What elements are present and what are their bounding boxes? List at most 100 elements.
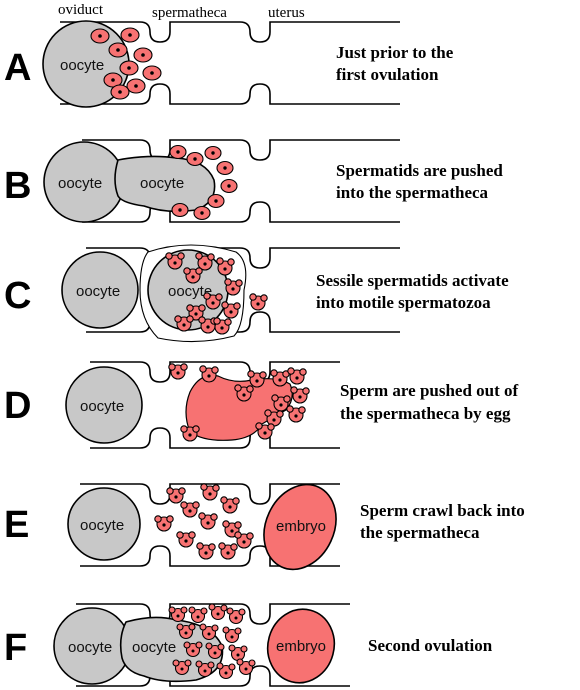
ejected-sperm-mass bbox=[185, 374, 293, 441]
spermatozoon bbox=[220, 496, 240, 514]
spermatid bbox=[90, 28, 110, 44]
spermatozoon bbox=[154, 515, 174, 532]
spermatozoon bbox=[236, 658, 256, 676]
spermatozoon bbox=[180, 425, 200, 442]
panel-d: D oocyte Sperm are pushed out of the spe… bbox=[4, 361, 519, 449]
spermatozoon bbox=[218, 542, 238, 560]
embryo-label: embryo bbox=[276, 638, 326, 655]
spermatozoon bbox=[234, 384, 254, 402]
second-oocyte-label: oocyte bbox=[168, 283, 212, 300]
caption-line-2: first ovulation bbox=[336, 65, 439, 84]
panel-letter: C bbox=[4, 275, 31, 317]
spermatozoon bbox=[234, 531, 254, 549]
embryo bbox=[263, 483, 337, 571]
spermatozoon bbox=[196, 542, 216, 560]
panel-a: A oocyte Just prior to the first ovulati… bbox=[4, 20, 454, 108]
spermatozoon bbox=[174, 315, 194, 332]
spermatozoon bbox=[199, 623, 219, 641]
spermatid bbox=[108, 42, 128, 58]
spermatozoa-cluster bbox=[165, 252, 268, 335]
oocyte-label: oocyte bbox=[60, 57, 104, 74]
oocyte-label: oocyte bbox=[76, 283, 120, 300]
oocyte-label: oocyte bbox=[80, 398, 124, 415]
spermatozoon bbox=[180, 501, 200, 518]
spermatid-cluster bbox=[90, 27, 162, 100]
spermatozoon bbox=[264, 409, 284, 427]
oocyte-label: oocyte bbox=[80, 517, 124, 534]
second-oocyte-label: oocyte bbox=[140, 175, 184, 192]
spermatozoon bbox=[183, 641, 203, 658]
caption-line-2: the spermatheca by egg bbox=[340, 404, 511, 423]
spermatozoon bbox=[166, 487, 186, 504]
spermatid bbox=[120, 27, 140, 43]
spermatozoon bbox=[216, 257, 235, 276]
spermatozoon bbox=[203, 292, 223, 310]
reproductive-tract bbox=[60, 21, 400, 105]
spermatozoon bbox=[224, 278, 243, 296]
spermatozoon bbox=[216, 662, 236, 680]
spermatid bbox=[207, 193, 225, 209]
spermatid bbox=[110, 84, 130, 100]
spermatid bbox=[186, 151, 204, 167]
panel-letter: F bbox=[4, 627, 27, 669]
panel-letter: E bbox=[4, 504, 29, 546]
spermatozoon bbox=[290, 386, 310, 404]
spermatozoon bbox=[221, 301, 241, 319]
reproductive-tract bbox=[82, 139, 400, 223]
caption-line-2: the spermatheca bbox=[360, 523, 480, 542]
header-uterus: uterus bbox=[268, 5, 305, 21]
spermatid bbox=[193, 205, 211, 221]
spermatozoa-cluster bbox=[168, 603, 256, 680]
spermatozoa-cluster bbox=[154, 483, 254, 560]
panel-letter: B bbox=[4, 165, 31, 207]
spermatozoon bbox=[183, 267, 203, 284]
caption-line-2: into the spermatheca bbox=[336, 183, 489, 202]
second-oocyte-label: oocyte bbox=[132, 639, 176, 656]
spermatozoon bbox=[205, 642, 225, 660]
spermatozoon bbox=[165, 252, 185, 270]
oocyte bbox=[61, 251, 139, 329]
embryo-label: embryo bbox=[276, 518, 326, 535]
spermatid bbox=[126, 78, 146, 94]
spermatid bbox=[119, 60, 139, 76]
spermatid-cluster bbox=[169, 144, 238, 221]
panel-e: E oocyte embryo Sperm crawl back into th… bbox=[4, 483, 525, 571]
spermatid bbox=[220, 178, 238, 194]
spermatozoon bbox=[228, 644, 248, 662]
caption-line-1: Just prior to the bbox=[336, 43, 454, 62]
spermatozoon bbox=[222, 626, 242, 644]
spermatozoon bbox=[247, 370, 267, 388]
panel-letter: A bbox=[4, 47, 31, 89]
spermatozoon bbox=[172, 659, 192, 676]
spermatozoon bbox=[176, 623, 196, 640]
embryo bbox=[266, 608, 336, 684]
spermatozoon bbox=[255, 422, 275, 440]
spermatozoon bbox=[195, 660, 215, 678]
caption-line-1: Spermatids are pushed bbox=[336, 161, 503, 180]
spermatozoon bbox=[195, 252, 215, 271]
spermatozoa-cluster bbox=[168, 363, 310, 442]
caption-line-1: Sessile spermatids activate bbox=[316, 271, 509, 290]
spermatid bbox=[204, 145, 222, 161]
panel-f: F oocyte oocyte embryo Second ovulation bbox=[4, 603, 493, 687]
oocyte bbox=[65, 366, 143, 444]
caption-line-1: Sperm are pushed out of bbox=[340, 381, 519, 400]
header-spermatheca: spermatheca bbox=[152, 5, 227, 21]
spermatozoon bbox=[176, 531, 196, 548]
spermatozoon bbox=[249, 293, 268, 311]
spermatid bbox=[171, 202, 189, 218]
spermatozoon bbox=[199, 365, 219, 383]
spermatid bbox=[133, 47, 153, 63]
spermatozoon bbox=[213, 317, 232, 335]
spermatozoon bbox=[208, 603, 228, 621]
oocyte-label: oocyte bbox=[68, 639, 112, 656]
panel-letter: D bbox=[4, 385, 31, 427]
spermatozoon bbox=[226, 607, 246, 625]
spermatozoon bbox=[287, 367, 307, 385]
header-oviduct: oviduct bbox=[58, 2, 104, 18]
oocyte-label: oocyte bbox=[58, 175, 102, 192]
spermatozoon bbox=[271, 394, 291, 412]
spermatid bbox=[169, 144, 187, 160]
caption-line-1: Second ovulation bbox=[368, 636, 493, 655]
